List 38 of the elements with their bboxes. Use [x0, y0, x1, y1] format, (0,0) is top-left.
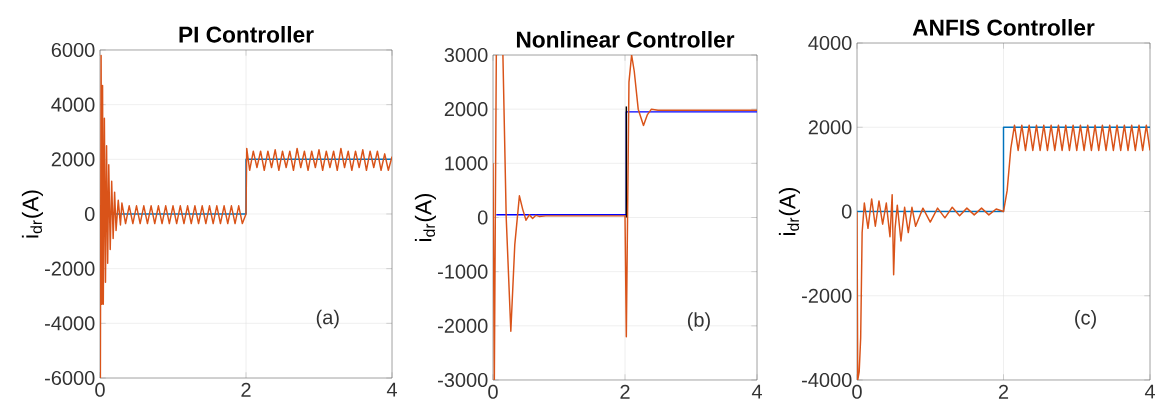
y-axis-title: i$_{dr}$(A)	[414, 193, 436, 241]
y-tick-label: 1000	[445, 156, 488, 171]
x-tick-label: 2	[620, 384, 630, 399]
chart-title: ANFIS Controller	[912, 18, 1095, 36]
y-tick-label: 2000	[51, 152, 95, 167]
annotation: (c)	[1075, 310, 1096, 329]
y-axis-title: i$_{dr}$(A)	[21, 190, 43, 238]
y-tick-label: -2000	[45, 261, 95, 276]
y-tick-label: 0	[841, 204, 852, 219]
y-tick-label: 3000	[444, 47, 488, 63]
annotation: (b)	[687, 312, 710, 331]
y-tick-label: -4000	[45, 316, 95, 331]
y-tick-label: 2000	[444, 102, 488, 117]
line-series	[857, 124, 1151, 380]
x-tick-label: 2	[998, 384, 1009, 399]
x-tick-label: 0	[488, 384, 498, 399]
chart-title: PI Controller	[179, 25, 314, 43]
y-axis-title: i$_{dr}$(A)	[778, 187, 800, 235]
x-tick-label: 4	[1144, 384, 1155, 399]
y-tick-label: -4000	[802, 372, 852, 388]
y-tick-label: -2000	[438, 318, 488, 333]
x-tick-label: 4	[751, 384, 762, 399]
y-tick-label: 2000	[808, 120, 852, 135]
chart-title: Nonlinear Controller	[516, 30, 735, 48]
y-tick-label: -1000	[438, 264, 488, 279]
y-tick-label: 4000	[51, 97, 95, 112]
x-tick-label: 0	[852, 384, 862, 399]
y-tick-label: 0	[477, 210, 488, 225]
x-tick-label: 4	[386, 382, 397, 397]
y-tick-label: -3000	[438, 372, 488, 388]
y-tick-label: 4000	[808, 35, 852, 51]
y-tick-label: 6000	[51, 42, 95, 58]
y-tick-label: -2000	[802, 288, 852, 303]
annotation: (a)	[316, 309, 339, 329]
x-tick-label: 0	[95, 382, 105, 397]
x-tick-label: 2	[241, 382, 251, 397]
y-tick-label: -6000	[45, 370, 95, 386]
y-tick-label: 0	[84, 206, 95, 222]
